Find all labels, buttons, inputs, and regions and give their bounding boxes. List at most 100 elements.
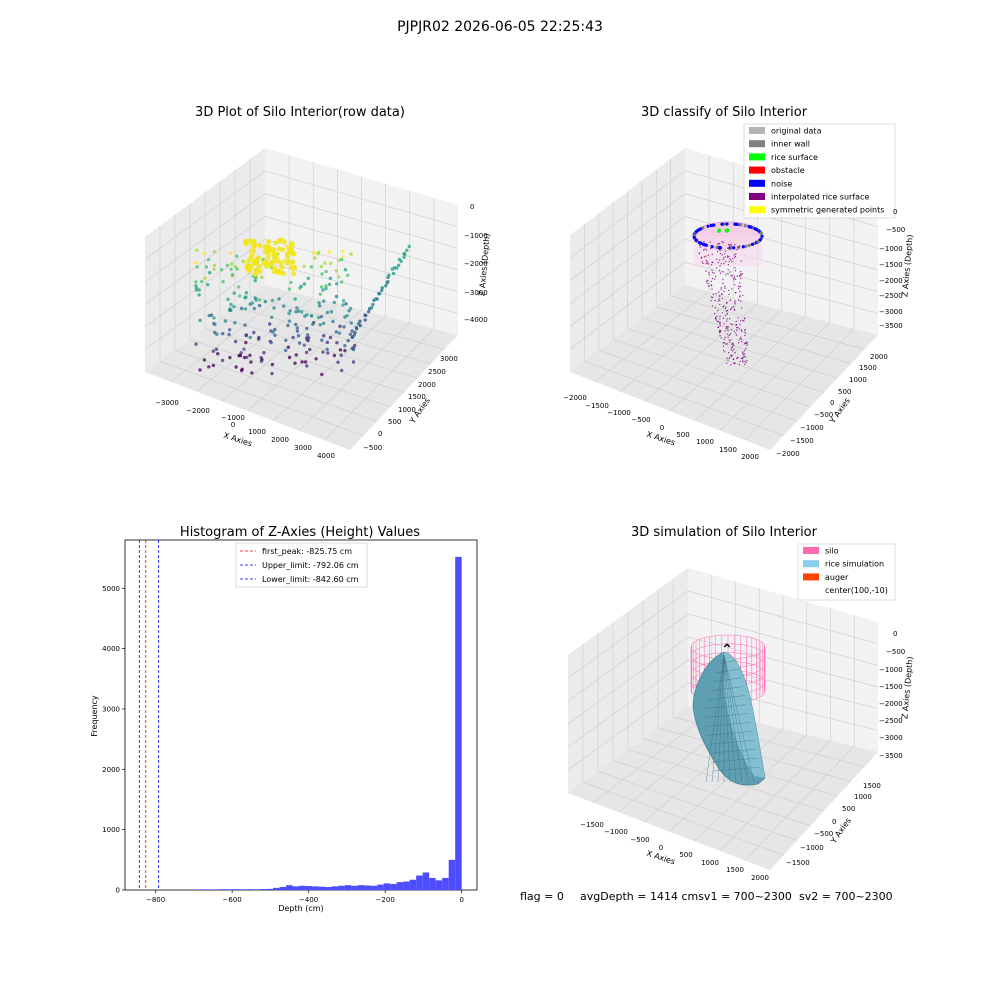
p1-point bbox=[262, 259, 268, 265]
p1-point bbox=[198, 368, 202, 372]
p2-point bbox=[736, 326, 738, 329]
p1-point bbox=[243, 296, 247, 300]
p1-point bbox=[229, 267, 233, 271]
panel2-scatter bbox=[692, 222, 764, 366]
p1-point bbox=[387, 273, 391, 277]
p2-point bbox=[727, 269, 729, 271]
p2-point bbox=[700, 257, 702, 259]
p2-point bbox=[731, 354, 733, 356]
p1-point bbox=[197, 288, 201, 292]
p2-point bbox=[711, 253, 713, 256]
p1-point bbox=[212, 267, 216, 271]
p1-point bbox=[239, 368, 244, 373]
p2-legend-label: original data bbox=[771, 127, 822, 136]
p1-point bbox=[407, 244, 411, 249]
p2-point bbox=[704, 248, 706, 250]
p2-point bbox=[703, 243, 707, 247]
hist-bar bbox=[214, 889, 222, 890]
hist-bar bbox=[234, 889, 241, 890]
p2-legend-swatch bbox=[749, 153, 765, 161]
p2-point bbox=[705, 262, 707, 264]
p1-point bbox=[271, 269, 278, 275]
p1-point bbox=[287, 355, 292, 360]
p1-point bbox=[256, 263, 263, 269]
status-line: flag = 0 avgDepth = 1414 cmsv1 = 700~230… bbox=[520, 890, 893, 903]
p2-point bbox=[722, 305, 725, 307]
p1-point bbox=[215, 332, 219, 336]
hist-ytick-label: 0 bbox=[116, 887, 120, 895]
p1-point bbox=[320, 338, 324, 342]
p1-point bbox=[209, 313, 214, 317]
p2-point bbox=[718, 295, 721, 297]
p2-point bbox=[725, 327, 727, 330]
p2-ytick: 1500 bbox=[859, 364, 877, 372]
p2-point bbox=[718, 291, 720, 293]
p2-point bbox=[743, 320, 745, 322]
p2-point bbox=[731, 323, 734, 326]
p1-point bbox=[229, 302, 233, 307]
p1-point bbox=[317, 250, 321, 254]
hist-bar bbox=[455, 556, 462, 890]
p2-point bbox=[720, 288, 722, 290]
p2-point bbox=[727, 326, 729, 328]
p1-point bbox=[343, 348, 347, 353]
p1-point bbox=[310, 314, 314, 318]
p2-point bbox=[738, 299, 740, 301]
p2-point bbox=[710, 264, 713, 266]
p1-point bbox=[228, 328, 232, 332]
p2-point bbox=[731, 306, 733, 309]
p2-point bbox=[715, 245, 719, 249]
p1-point bbox=[380, 288, 384, 293]
p2-point bbox=[732, 342, 734, 344]
p1-point bbox=[207, 365, 211, 369]
p1-point bbox=[268, 261, 274, 267]
p1-point bbox=[269, 340, 273, 345]
p1-ztick: −4000 bbox=[464, 316, 488, 324]
p1-point bbox=[323, 261, 327, 265]
hist-yticks: 0 1000 2000 3000 4000 5000 bbox=[102, 585, 125, 895]
p4-ytick: −500 bbox=[814, 830, 833, 838]
p1-point bbox=[285, 244, 291, 250]
p1-point bbox=[354, 325, 358, 330]
p2-point bbox=[739, 360, 741, 363]
p2-point bbox=[722, 345, 725, 347]
p1-point bbox=[341, 249, 345, 254]
hist-bar bbox=[292, 886, 300, 890]
p1-point bbox=[229, 308, 233, 312]
p1-point bbox=[335, 341, 339, 345]
p2-legend-swatch bbox=[749, 127, 765, 134]
p4-legend-label: silo bbox=[825, 547, 839, 556]
p2-point bbox=[737, 246, 739, 248]
p2-point bbox=[729, 271, 731, 273]
p1-point bbox=[248, 256, 254, 262]
p2-point bbox=[755, 228, 759, 232]
p1-point bbox=[233, 264, 237, 269]
p1-point bbox=[339, 353, 343, 357]
p2-point bbox=[726, 333, 728, 335]
p1-point bbox=[270, 298, 275, 303]
panel1-floor-pane bbox=[145, 285, 458, 450]
hist-bar bbox=[390, 883, 397, 890]
p2-point bbox=[701, 261, 703, 263]
p4-ytick: 1000 bbox=[854, 793, 872, 801]
p1-point bbox=[286, 345, 291, 349]
p2-point bbox=[711, 296, 714, 299]
p2-point bbox=[730, 329, 733, 331]
p2-point bbox=[741, 357, 743, 359]
p2-point bbox=[699, 227, 703, 231]
p2-point bbox=[718, 246, 722, 250]
p1-point bbox=[316, 315, 321, 320]
panel-raw-data: 3D Plot of Silo Interior(row data) −3000… bbox=[144, 105, 492, 460]
p1-point bbox=[327, 282, 332, 287]
p1-point bbox=[198, 318, 202, 322]
p2-point bbox=[706, 260, 708, 263]
p2-point bbox=[742, 351, 744, 353]
p1-point bbox=[250, 301, 254, 305]
p1-point bbox=[305, 364, 309, 368]
p4-xtick: 1500 bbox=[726, 866, 744, 874]
p1-point bbox=[391, 271, 396, 276]
p1-point bbox=[256, 255, 262, 261]
p1-point bbox=[237, 285, 241, 289]
p1-point bbox=[302, 343, 306, 347]
p1-xtick: 0 bbox=[231, 421, 235, 429]
